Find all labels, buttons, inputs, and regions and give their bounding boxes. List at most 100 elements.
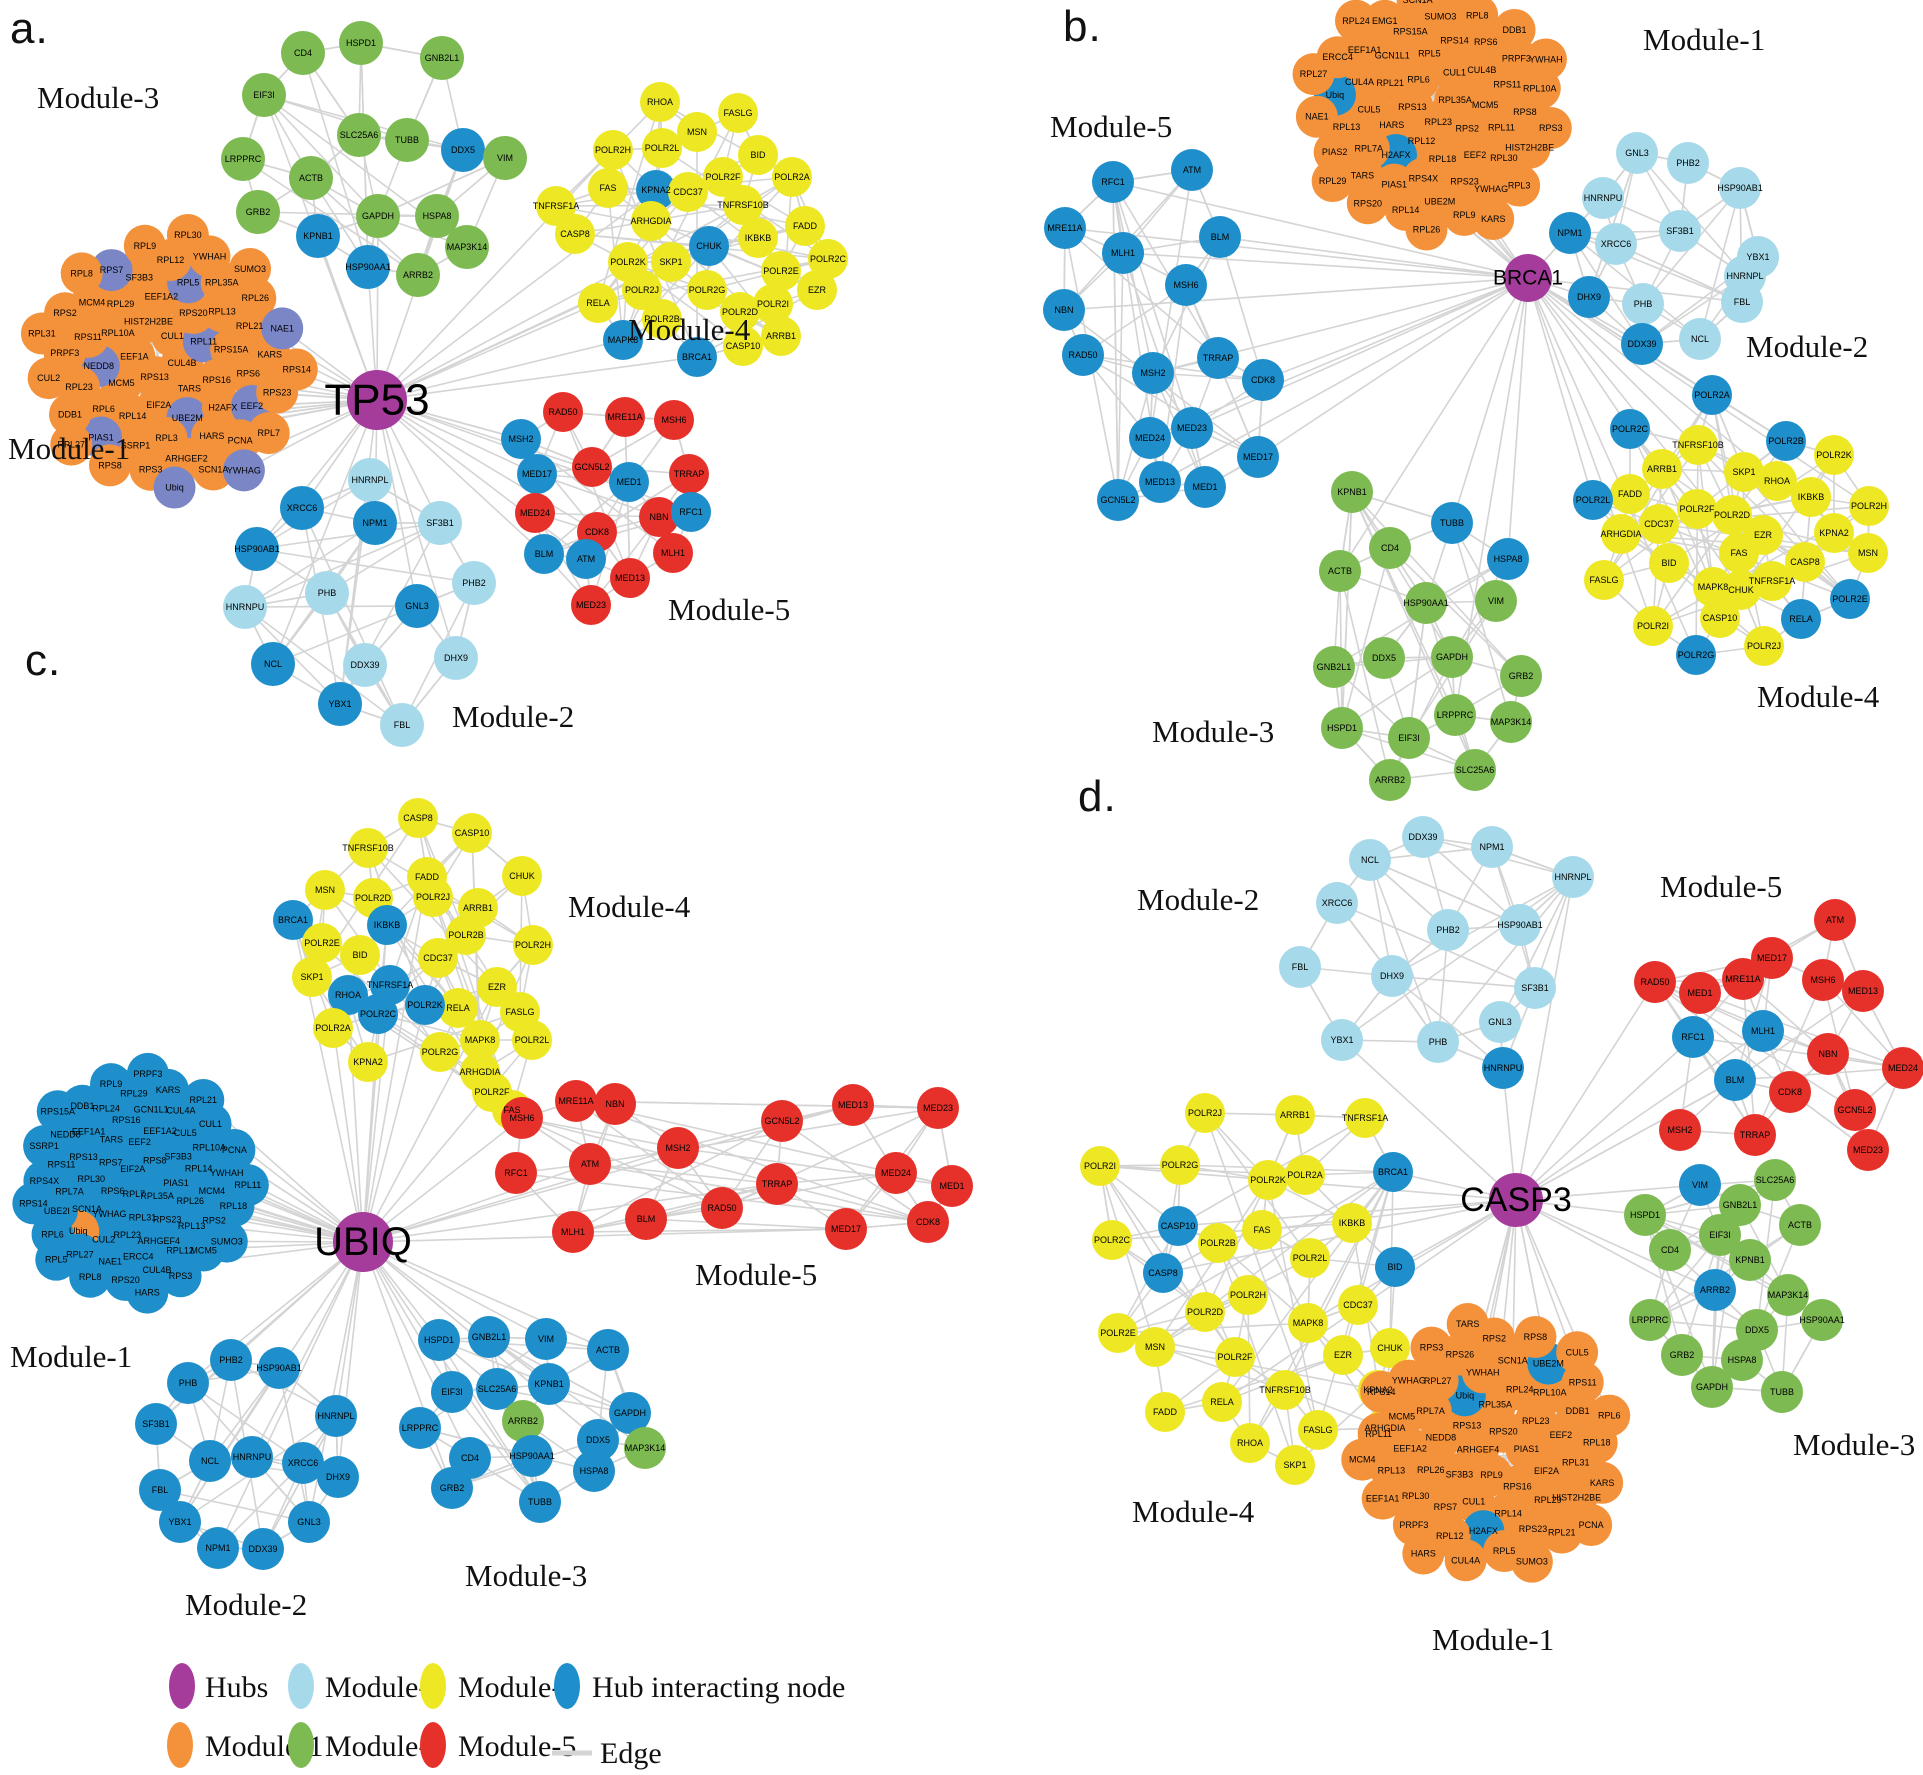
node-actb[interactable] [289, 156, 333, 200]
node-med23[interactable] [571, 585, 611, 625]
node-mre11a[interactable] [605, 397, 645, 437]
node-med24[interactable] [875, 1152, 917, 1194]
node-polr2h[interactable] [1228, 1275, 1268, 1315]
node-kars[interactable] [1472, 197, 1515, 240]
node-grb2[interactable] [1500, 655, 1542, 697]
node-msn[interactable] [1135, 1327, 1175, 1367]
node-msh2[interactable] [657, 1127, 699, 1169]
node-rps14[interactable] [12, 1182, 55, 1225]
node-hsp90ab1[interactable] [235, 527, 279, 571]
node-gcn5l2[interactable] [572, 447, 612, 487]
node-med1[interactable] [1679, 972, 1721, 1014]
node-grb2[interactable] [431, 1467, 473, 1509]
node-ezr[interactable] [797, 270, 837, 310]
node-rpl21[interactable] [182, 1079, 225, 1122]
node-polr2f[interactable] [1215, 1337, 1255, 1377]
node-arrb1[interactable] [761, 316, 801, 356]
node-rpl9[interactable] [90, 1063, 133, 1106]
node-kpna2[interactable] [348, 1042, 388, 1082]
node-slc25a6[interactable] [1754, 1159, 1796, 1201]
node-polr2c[interactable] [358, 994, 398, 1034]
node-tnfrsf10b[interactable] [1265, 1370, 1305, 1410]
node-polr2b[interactable] [1198, 1223, 1238, 1263]
node-rpl11[interactable] [226, 1164, 269, 1207]
node-pcna[interactable] [1570, 1504, 1613, 1547]
node-msh6[interactable] [501, 1097, 543, 1139]
node-polr2a[interactable] [1692, 375, 1732, 415]
node-sumo3[interactable] [1510, 1540, 1553, 1583]
node-med17[interactable] [825, 1208, 867, 1250]
node-phb[interactable] [167, 1362, 209, 1404]
node-bid[interactable] [1649, 543, 1689, 583]
node-gnb2l1[interactable] [420, 36, 464, 80]
node-polr2i[interactable] [1633, 606, 1673, 646]
node-polr2i[interactable] [1080, 1146, 1120, 1186]
node-polr2h[interactable] [593, 130, 633, 170]
node-bid[interactable] [340, 935, 380, 975]
node-cd4[interactable] [1369, 527, 1411, 569]
node-med17[interactable] [1751, 937, 1793, 979]
node-tubb[interactable] [1761, 1371, 1803, 1413]
node-gapdh[interactable] [609, 1392, 651, 1434]
node-polr2k[interactable] [1814, 435, 1854, 475]
node-ddx39[interactable] [242, 1528, 284, 1570]
hub-node-ubiq[interactable] [333, 1212, 393, 1272]
node-med13[interactable] [1139, 461, 1181, 503]
node-atm[interactable] [569, 1143, 611, 1185]
node-tnfrsf10b[interactable] [723, 185, 763, 225]
node-msh6[interactable] [1165, 264, 1207, 306]
node-polr2g[interactable] [687, 270, 727, 310]
node-kpnb1[interactable] [296, 214, 340, 258]
node-polr2g[interactable] [420, 1032, 460, 1072]
node-arrb2[interactable] [502, 1400, 544, 1442]
node-fadd[interactable] [785, 206, 825, 246]
node-npm1[interactable] [1471, 826, 1513, 868]
node-cd4[interactable] [281, 31, 325, 75]
node-map3k14[interactable] [624, 1427, 666, 1469]
node-med1[interactable] [931, 1165, 973, 1207]
node-gnl3[interactable] [288, 1501, 330, 1543]
node-polr2j[interactable] [622, 270, 662, 310]
node-cdc37[interactable] [668, 172, 708, 212]
node-eif3i[interactable] [1388, 717, 1430, 759]
node-npm1[interactable] [353, 501, 397, 545]
node-atm[interactable] [1814, 899, 1856, 941]
node-polr2b[interactable] [446, 915, 486, 955]
node-rpl9[interactable] [123, 224, 166, 267]
node-ddb1[interactable] [1493, 8, 1536, 51]
node-ywhah[interactable] [1524, 38, 1567, 81]
node-hsp90ab1[interactable] [1499, 904, 1541, 946]
node-polr2l[interactable] [512, 1020, 552, 1060]
node-polr2i[interactable] [753, 284, 793, 324]
node-rps14[interactable] [275, 348, 318, 391]
node-faslg[interactable] [1584, 560, 1624, 600]
node-tnfrsf10b[interactable] [348, 828, 388, 868]
node-sumo3[interactable] [205, 1220, 248, 1263]
node-gapdh[interactable] [356, 194, 400, 238]
node-polr2e[interactable] [302, 923, 342, 963]
node-polr2f[interactable] [703, 157, 743, 197]
node-mapk8[interactable] [1288, 1303, 1328, 1343]
node-blm[interactable] [1199, 216, 1241, 258]
node-xrcc6[interactable] [1316, 882, 1358, 924]
node-hsp90aa1[interactable] [346, 245, 390, 289]
node-ddx39[interactable] [343, 643, 387, 687]
node-rpl27[interactable] [50, 423, 93, 466]
node-hnrnpl[interactable] [348, 458, 392, 502]
node-polr2l[interactable] [642, 128, 682, 168]
node-polr2a[interactable] [313, 1008, 353, 1048]
node-fbl[interactable] [139, 1469, 181, 1511]
node-polr2l[interactable] [1290, 1238, 1330, 1278]
node-actb[interactable] [587, 1329, 629, 1371]
node-ddx5[interactable] [577, 1419, 619, 1461]
node-hsp90ab1[interactable] [1719, 167, 1761, 209]
node-nae1[interactable] [261, 307, 304, 350]
node-ddx5[interactable] [441, 128, 485, 172]
node-prpf3[interactable] [126, 1052, 169, 1095]
node-brca1[interactable] [1373, 1152, 1413, 1192]
node-scn1a[interactable] [1396, 0, 1439, 22]
node-vim[interactable] [525, 1318, 567, 1360]
node-ssrp1[interactable] [23, 1125, 66, 1168]
node-kpna2[interactable] [1814, 513, 1854, 553]
node-bid[interactable] [738, 135, 778, 175]
